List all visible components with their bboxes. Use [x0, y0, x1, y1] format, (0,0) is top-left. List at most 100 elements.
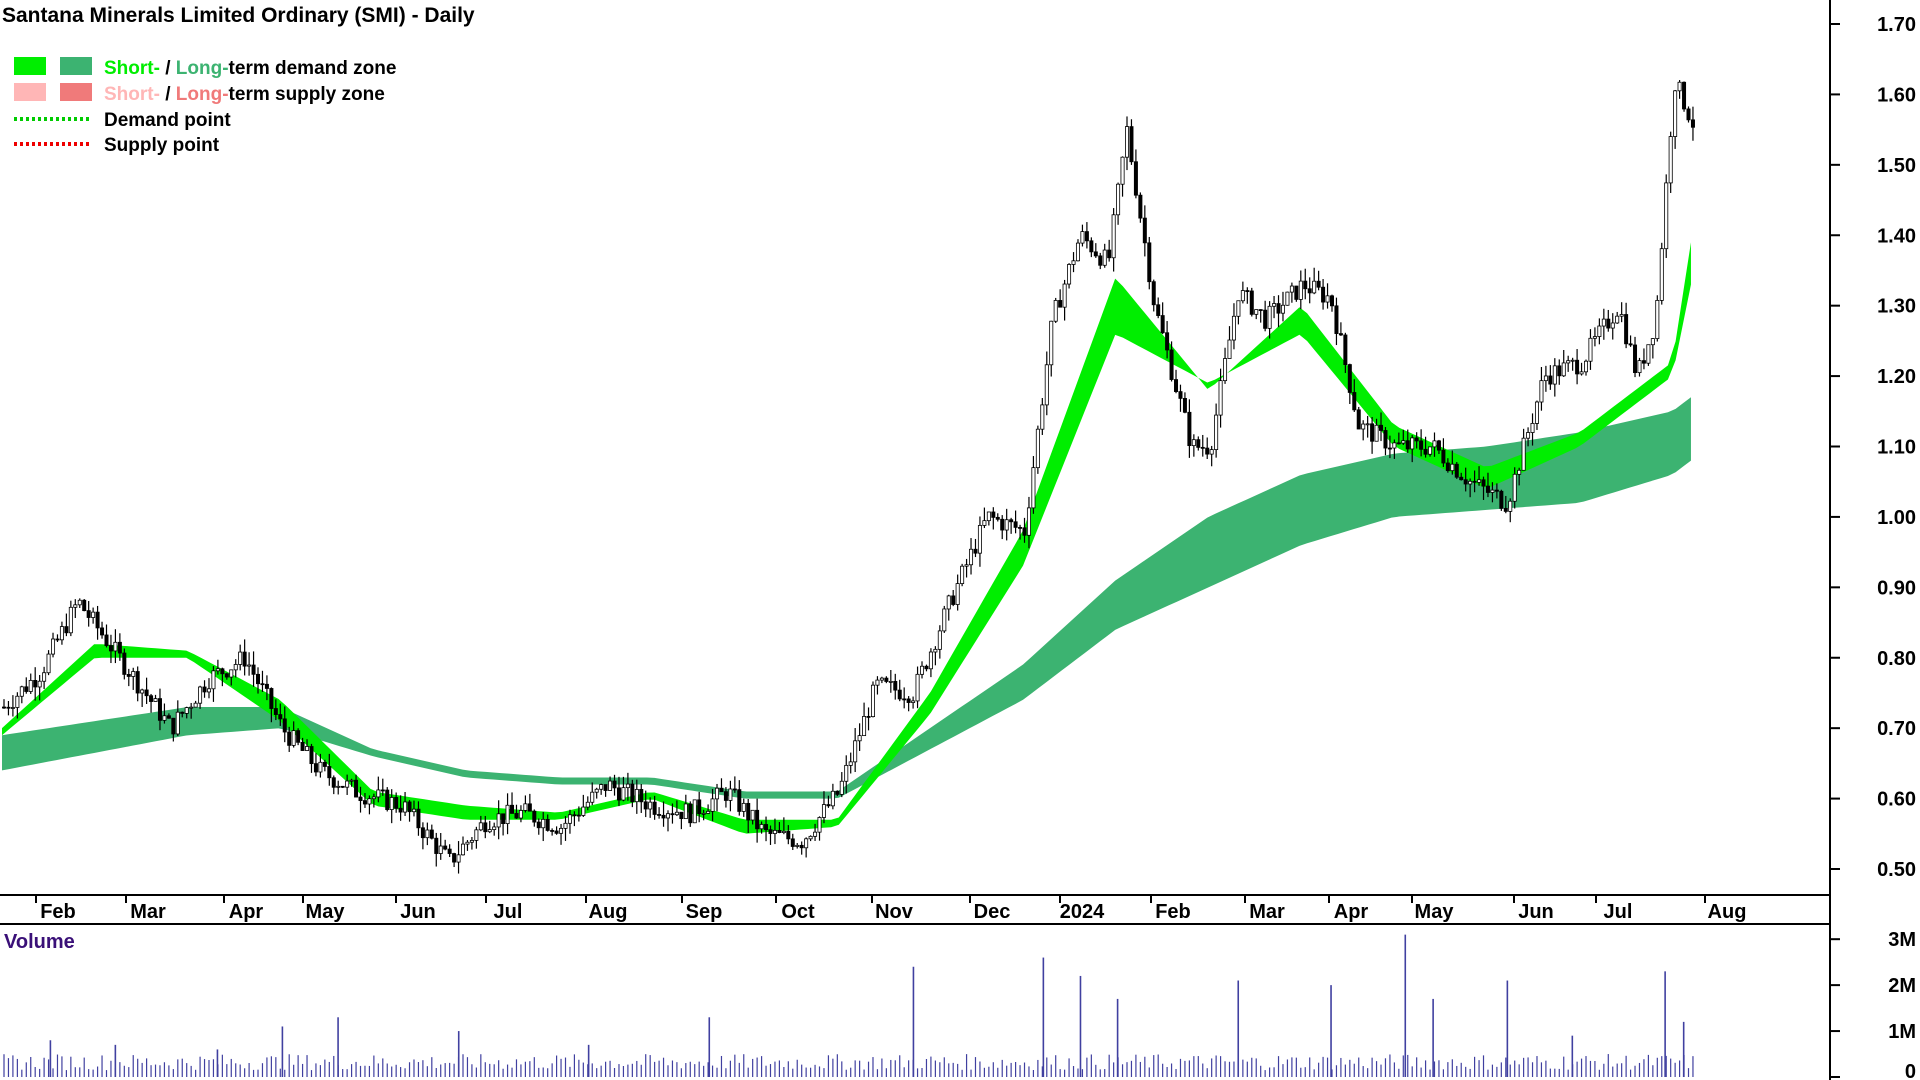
candle-body [643, 801, 648, 810]
candle-body [1138, 194, 1143, 219]
candle-body [969, 548, 974, 566]
candle-body [1396, 442, 1401, 445]
candle-body [1178, 391, 1183, 399]
candle-body [737, 789, 742, 812]
candle-body [1245, 290, 1250, 292]
candle-body [345, 780, 350, 788]
candle-body [960, 565, 965, 584]
candle-body [1405, 440, 1410, 450]
candle-body [1561, 362, 1566, 377]
candle-body [394, 797, 399, 809]
legend-swatch-short-demand [14, 57, 46, 75]
candle-body [1227, 339, 1232, 359]
candle-body [1280, 304, 1285, 314]
candle-body [977, 525, 982, 554]
candle-body [287, 731, 292, 746]
candle-body [492, 826, 497, 830]
candle-body [1307, 288, 1312, 294]
candle-body [403, 801, 408, 813]
volume-panel-title: Volume [4, 931, 75, 953]
candle-body [1125, 126, 1130, 158]
candle-body [639, 789, 644, 803]
price-tick-label: 0.80 [1877, 648, 1916, 670]
candle-body [764, 824, 769, 831]
candle-body [411, 808, 416, 813]
candle-body [1209, 449, 1214, 455]
candle-body [465, 841, 470, 845]
time-tick-label: Mar [130, 901, 166, 923]
candle-body [33, 680, 38, 688]
candle-body [603, 784, 608, 791]
legend-swatch-long-supply [60, 83, 92, 101]
candle-body [206, 688, 211, 693]
candle-body [772, 830, 777, 834]
candle-body [247, 664, 252, 667]
candle-body [1365, 423, 1370, 426]
candle-body [1481, 479, 1486, 487]
candle-body [630, 783, 635, 803]
candle-body [853, 740, 858, 763]
candle-body [1084, 231, 1089, 242]
candle-body [875, 679, 880, 686]
candle-body [1200, 446, 1205, 449]
candle-body [1303, 280, 1308, 290]
candle-body [1334, 305, 1339, 334]
candle-body [135, 671, 140, 694]
candle-body [1160, 315, 1165, 334]
candle-body [781, 830, 786, 833]
candle-body [198, 686, 203, 704]
candle-body [1067, 264, 1072, 285]
time-tick-label: Oct [781, 901, 815, 923]
candle-body [625, 783, 630, 789]
candle-body [305, 746, 310, 751]
candle-body [790, 838, 795, 847]
candle-body [349, 779, 354, 782]
candle-body [1013, 521, 1018, 528]
candle-body [358, 796, 363, 801]
candle-body [46, 653, 51, 674]
candle-body [157, 698, 162, 721]
candle-body [1116, 183, 1121, 216]
candle-body [1490, 489, 1495, 493]
candle-body [888, 680, 893, 683]
candle-body [1035, 428, 1040, 469]
chart-title: Santana Minerals Limited Ordinary (SMI) … [2, 4, 475, 27]
candle-body [264, 683, 269, 689]
candle-body [1214, 414, 1219, 450]
candle-body [68, 606, 73, 634]
candle-body [1062, 283, 1067, 308]
candle-body [1156, 304, 1161, 316]
candle-body [608, 780, 613, 791]
candle-body [1249, 290, 1254, 315]
candle-body [1588, 337, 1593, 362]
candle-body [331, 777, 336, 788]
candle-body [73, 604, 78, 608]
candle-body [1526, 432, 1531, 439]
candle-body [336, 785, 341, 788]
candle-body [1174, 379, 1179, 392]
candle-body [1187, 411, 1192, 447]
candle-body [416, 808, 421, 829]
long-term-zone-band [2, 397, 1691, 799]
time-tick-label: Apr [229, 901, 264, 923]
candle-body [1289, 285, 1294, 293]
candle-body [362, 800, 367, 805]
candle-body [354, 779, 359, 798]
candle-body [1419, 440, 1424, 450]
candle-body [1387, 447, 1392, 450]
candle-body [184, 707, 189, 714]
candle-body [380, 789, 385, 792]
candle-body [10, 707, 15, 709]
candle-body [532, 810, 537, 823]
candle-body [964, 564, 969, 567]
candle-body [162, 715, 167, 721]
candle-body [986, 511, 991, 522]
candle-body [808, 835, 813, 840]
candle-body [995, 516, 1000, 520]
candle-body [1312, 280, 1317, 294]
candle-body [371, 796, 376, 800]
candle-body [193, 702, 198, 708]
candle-body [1004, 519, 1009, 531]
candle-body [256, 673, 261, 685]
candle-body [1468, 480, 1473, 485]
